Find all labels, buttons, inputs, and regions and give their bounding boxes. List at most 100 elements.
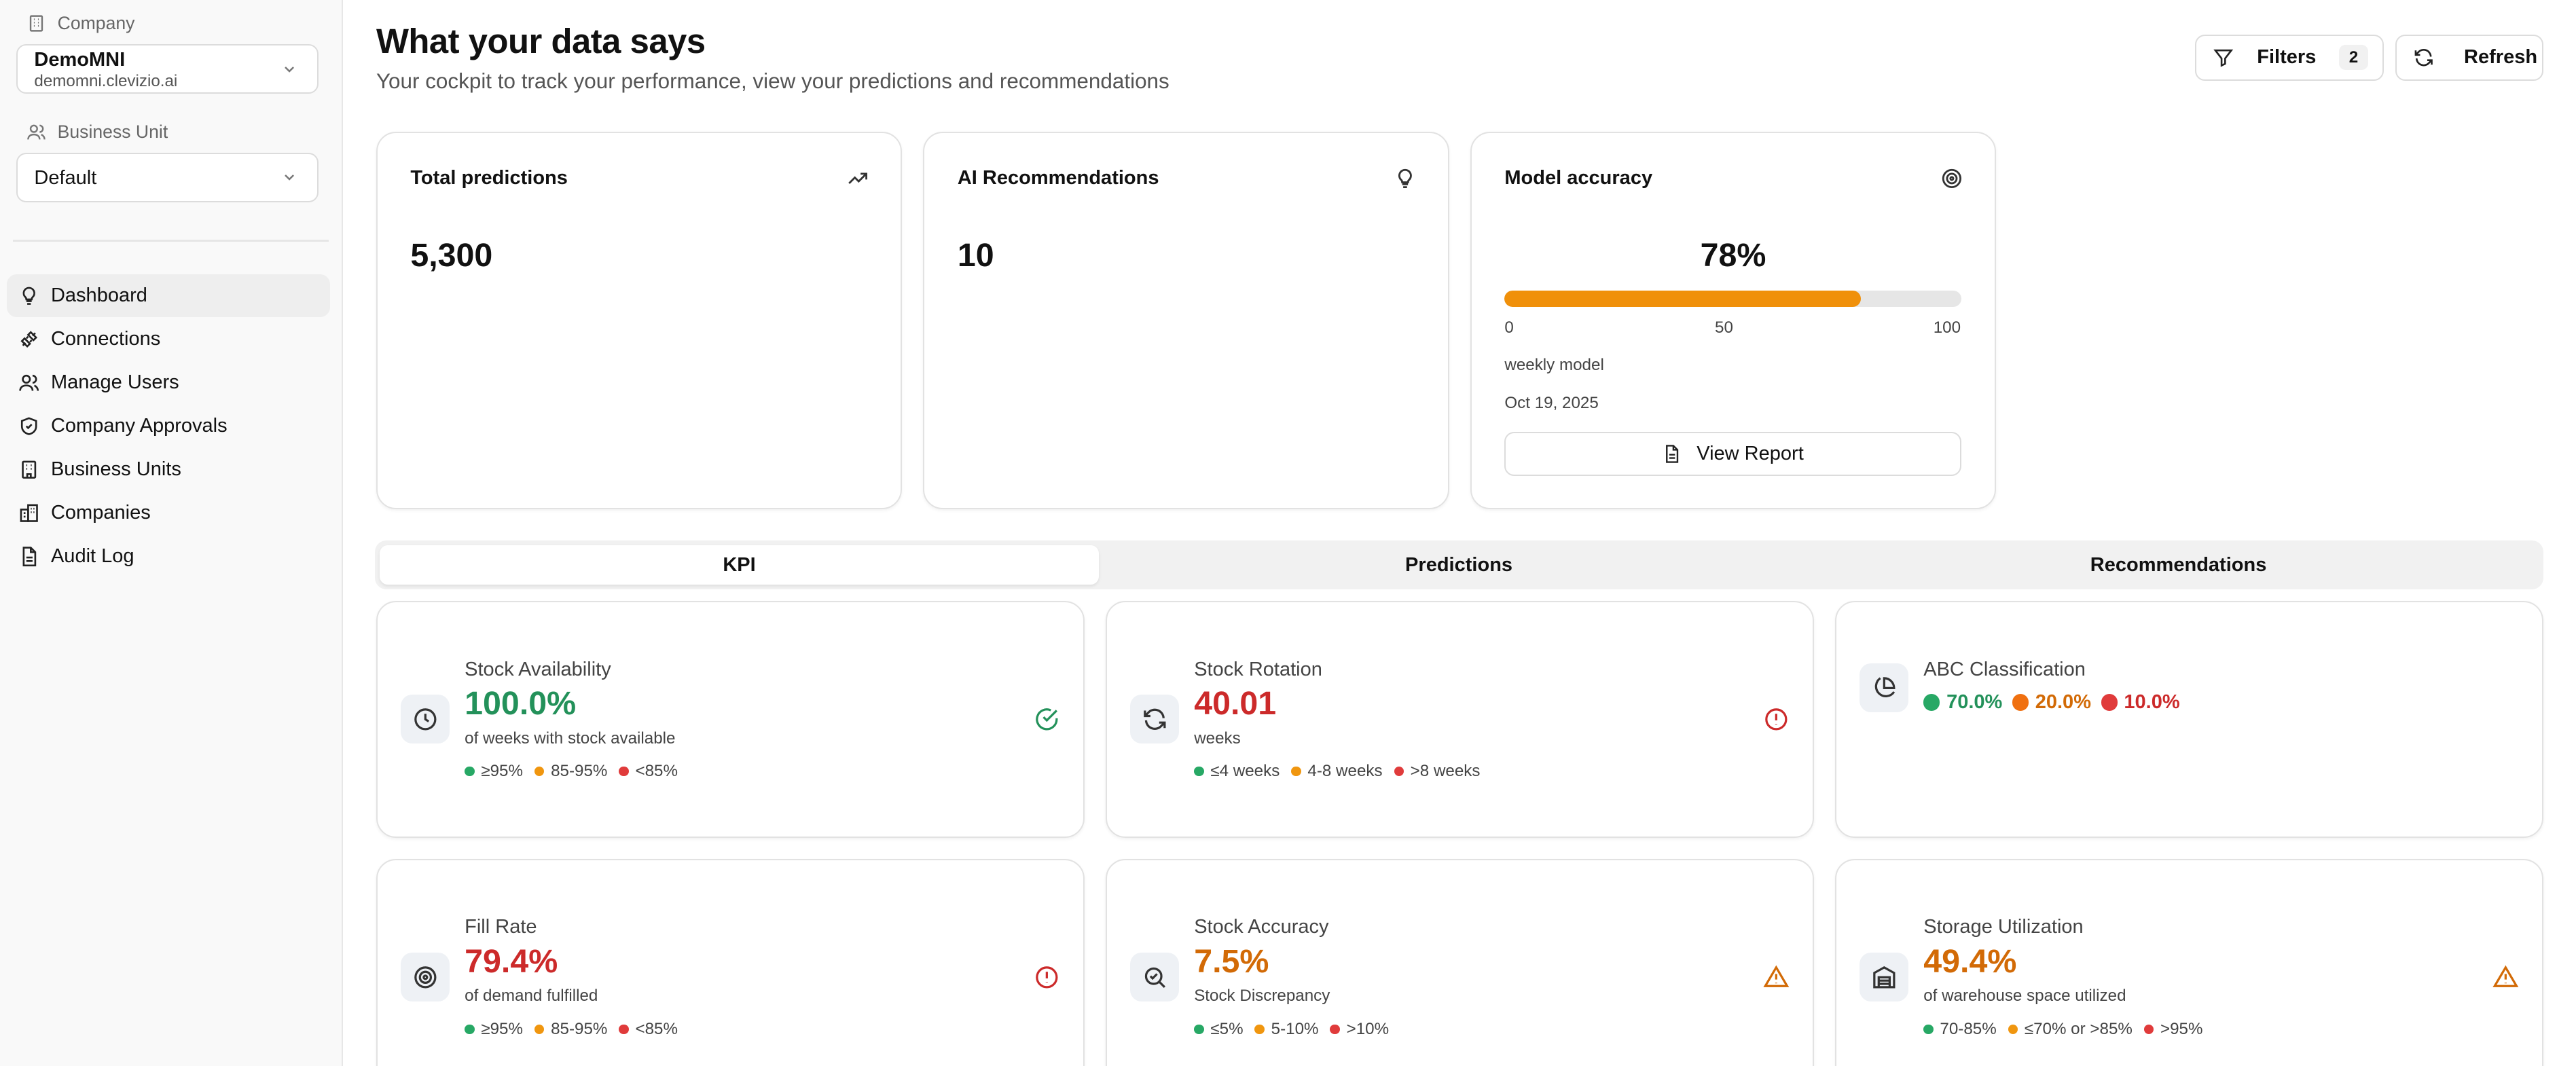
warning-triangle-icon [2492, 965, 2519, 987]
tab-kpi[interactable]: KPI [379, 545, 1100, 585]
abc-class-c: 10.0% [2101, 691, 2180, 714]
kpi-icon-box [400, 952, 450, 1002]
kpi-icon-box [1129, 694, 1180, 744]
refresh-button[interactable]: Refresh [2395, 34, 2543, 81]
accuracy-progress-fill [1504, 290, 1861, 307]
kpi-icon-box [1859, 952, 1909, 1002]
model-accuracy-card: Model accuracy 78% 0 50 100 weekly model… [1470, 131, 1997, 509]
company-domain: demomni.clevizio.ai [34, 72, 178, 91]
abc-class-a: 70.0% [1923, 691, 2002, 714]
business-unit-label: Business Unit [26, 122, 168, 143]
buildings-icon [20, 504, 38, 522]
tick-max: 100 [1933, 318, 1961, 337]
legend-dot [2012, 694, 2029, 711]
kpi-title: ABC Classification [1923, 658, 2086, 680]
pie-chart-icon [1874, 676, 1895, 697]
model-date: Oct 19, 2025 [1504, 394, 1599, 413]
kpi-card-abc-classification: ABC Classification 70.0% 20.0% 10.0% [1835, 601, 2543, 838]
sidebar-item-audit-log[interactable]: Audit Log [7, 536, 331, 578]
alert-circle-icon [1036, 966, 1058, 988]
kpi-legend: ≥95% 85-95% <85% [465, 762, 689, 781]
abc-class-b: 20.0% [2012, 691, 2091, 714]
kpi-legend: ≤4 weeks 4-8 weeks >8 weeks [1194, 762, 1491, 781]
tick-min: 0 [1504, 318, 1514, 337]
sidebar: Company DemoMNI demomni.clevizio.ai Busi… [0, 0, 344, 1066]
legend-item: >8 weeks [1394, 762, 1480, 781]
accuracy-value: 78% [1700, 236, 1766, 274]
view-report-button[interactable]: View Report [1504, 431, 1961, 477]
legend-dot [1923, 1024, 1934, 1035]
legend-dot [1923, 694, 1940, 711]
users-icon [26, 124, 46, 140]
kpi-card-stock-rotation: Stock Rotation 40.01 weeks ≤4 weeks 4-8 … [1105, 601, 1814, 838]
kpi-title: Storage Utilization [1923, 916, 2084, 938]
target-icon [1942, 169, 1962, 189]
building-icon [21, 460, 36, 479]
legend-dot [465, 1024, 475, 1035]
kpi-card-stock-availability: Stock Availability 100.0% of weeks with … [376, 601, 1085, 838]
trending-up-icon [848, 172, 868, 185]
kpi-icon-box [400, 694, 450, 744]
legend-dot [619, 766, 629, 777]
legend-item: 4-8 weeks [1291, 762, 1383, 781]
legend-dot [2008, 1024, 2018, 1035]
chevron-down-icon [285, 174, 295, 181]
business-unit-select[interactable]: Default [16, 152, 319, 202]
legend-dot [534, 766, 545, 777]
view-tabs: KPI Predictions Recommendations [374, 540, 2543, 590]
total-predictions-card: Total predictions 5,300 [376, 131, 903, 509]
kpi-legend: ≤5% 5-10% >10% [1194, 1020, 1400, 1039]
file-text-icon [22, 547, 36, 567]
kpi-value: 40.01 [1194, 685, 1277, 722]
legend-item: 85-95% [534, 1020, 607, 1039]
legend-item: >10% [1330, 1020, 1389, 1039]
legend-dot [2101, 694, 2118, 711]
warning-triangle-icon [1763, 965, 1790, 987]
sidebar-item-companies[interactable]: Companies [7, 492, 331, 534]
view-report-label: View Report [1697, 442, 1804, 464]
legend-dot [1254, 1024, 1265, 1035]
tick-mid: 50 [1715, 318, 1733, 337]
filters-button[interactable]: Filters 2 [2194, 34, 2384, 81]
business-unit-value: Default [34, 167, 97, 189]
kpi-icon-box [1859, 663, 1909, 713]
filter-icon [2213, 49, 2234, 67]
accuracy-progress-bar [1504, 290, 1961, 307]
legend-dot [1194, 766, 1204, 777]
sidebar-item-connections[interactable]: Connections [7, 318, 331, 361]
legend-item: ≤70% or >85% [2008, 1020, 2133, 1039]
plug-icon [20, 331, 37, 348]
tab-recommendations[interactable]: Recommendations [2090, 554, 2267, 576]
legend-dot [2143, 1024, 2154, 1035]
company-name: DemoMNI [34, 49, 126, 71]
kpi-title: Stock Accuracy [1194, 916, 1329, 938]
kpi-subtitle: of warehouse space utilized [1923, 987, 2126, 1006]
legend-dot [534, 1024, 545, 1035]
legend-item: 5-10% [1254, 1020, 1319, 1039]
kpi-title: Stock Rotation [1194, 658, 1322, 680]
check-circle-icon [1036, 707, 1058, 731]
target-icon [414, 966, 437, 988]
legend-item: 85-95% [534, 762, 607, 781]
company-select[interactable]: DemoMNI demomni.clevizio.ai [16, 44, 319, 94]
kpi-legend: 70-85% ≤70% or >85% >95% [1923, 1020, 2214, 1039]
legend-item: >95% [2143, 1020, 2202, 1039]
legend-item: <85% [619, 1020, 678, 1039]
model-name: weekly model [1504, 356, 1604, 375]
kpi-value: 7.5% [1194, 943, 1269, 980]
search-check-icon [1144, 967, 1165, 988]
warehouse-icon [1873, 966, 1895, 988]
legend-dot [1330, 1024, 1340, 1035]
users-icon [18, 374, 39, 391]
clock-icon [414, 707, 437, 731]
sidebar-item-company-approvals[interactable]: Company Approvals [7, 405, 331, 447]
tab-predictions[interactable]: Predictions [1405, 554, 1513, 576]
sidebar-item-manage-users[interactable]: Manage Users [7, 361, 331, 404]
legend-item: ≥95% [465, 762, 523, 781]
kpi-icon-box [1129, 952, 1180, 1002]
alert-circle-icon [1765, 707, 1788, 731]
sidebar-item-business-units[interactable]: Business Units [7, 448, 331, 491]
shield-check-icon [20, 417, 37, 435]
sidebar-item-dashboard[interactable]: Dashboard [6, 274, 331, 317]
